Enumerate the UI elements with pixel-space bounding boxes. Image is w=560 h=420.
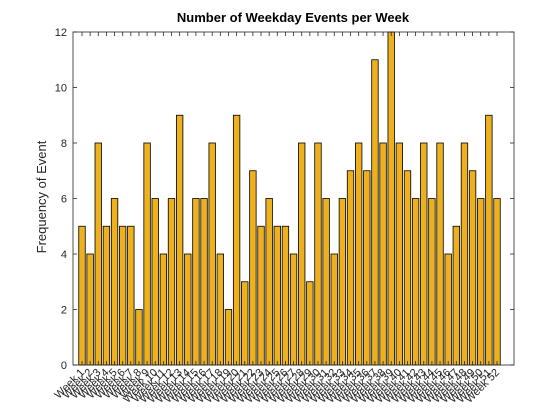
bar-week-51 <box>485 114 493 366</box>
bar-week-21 <box>241 281 249 366</box>
y-tick-label: 8 <box>61 138 67 150</box>
bar-week-25 <box>273 225 281 366</box>
bar-week-43 <box>420 142 428 366</box>
bar-week-42 <box>411 198 420 366</box>
y-tick-label: 4 <box>61 249 67 261</box>
bar-week-40 <box>395 142 404 366</box>
bar-week-49 <box>468 170 477 366</box>
bar-week-8 <box>135 309 143 366</box>
bar-week-39 <box>387 31 395 366</box>
bar-week-26 <box>281 225 290 366</box>
bar-week-5 <box>110 198 119 366</box>
bar-week-24 <box>265 198 273 366</box>
y-tick-label: 10 <box>55 83 67 95</box>
bar-week-19 <box>224 309 233 366</box>
bar-week-17 <box>208 142 216 366</box>
bar-week-27 <box>289 253 298 366</box>
bar-week-20 <box>232 114 241 366</box>
bar-week-16 <box>200 198 208 366</box>
bar-week-28 <box>298 142 306 366</box>
bar-week-31 <box>322 198 330 366</box>
bar-week-46 <box>444 253 452 366</box>
bar-week-14 <box>184 253 192 366</box>
bar-week-3 <box>94 142 102 366</box>
y-tick-label: 2 <box>61 305 67 317</box>
bar-week-30 <box>314 142 322 366</box>
bar-week-29 <box>306 281 314 366</box>
bar-week-47 <box>452 225 460 366</box>
bar-week-1 <box>78 225 86 366</box>
bar-week-32 <box>330 253 338 366</box>
y-tick-label: 0 <box>61 360 67 372</box>
bar-week-12 <box>167 198 176 366</box>
bar-week-4 <box>102 225 111 366</box>
y-tick-label: 12 <box>55 27 67 39</box>
bar-week-6 <box>119 225 127 366</box>
y-axis-label: Frequency of Event <box>34 140 49 253</box>
bar-week-7 <box>127 225 135 366</box>
bar-week-22 <box>249 170 257 366</box>
bar-week-2 <box>86 253 94 366</box>
bar-week-13 <box>175 114 184 366</box>
bar-week-52 <box>493 198 501 366</box>
bar-week-36 <box>363 170 371 366</box>
bar-week-11 <box>159 253 168 366</box>
bar-week-50 <box>477 198 485 366</box>
bar-week-41 <box>403 170 412 366</box>
bar-week-45 <box>436 142 444 366</box>
chart-title: Number of Weekday Events per Week <box>177 10 410 25</box>
bar-week-38 <box>379 142 387 366</box>
bar-week-18 <box>216 253 224 366</box>
bar-group <box>78 31 501 366</box>
bar-week-10 <box>151 198 159 366</box>
bar-week-35 <box>355 142 363 366</box>
bar-week-23 <box>257 225 265 366</box>
y-axis-ticks: 0 2 4 6 8 10 12 <box>55 27 514 372</box>
plot-area-frame <box>72 31 515 366</box>
bar-week-33 <box>338 198 347 366</box>
bar-week-44 <box>428 198 436 366</box>
bar-week-34 <box>346 170 355 366</box>
bar-week-48 <box>460 142 469 366</box>
bar-week-15 <box>192 198 200 366</box>
bar-week-9 <box>143 142 151 366</box>
y-tick-label: 6 <box>61 194 67 206</box>
bar-week-37 <box>371 59 379 366</box>
